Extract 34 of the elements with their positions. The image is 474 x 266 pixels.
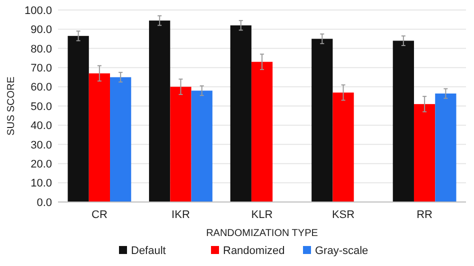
bar xyxy=(230,25,252,202)
x-tick-label: IKR xyxy=(172,209,190,221)
legend-label: Randomized xyxy=(223,245,285,257)
bar xyxy=(414,104,436,202)
bar xyxy=(88,73,110,202)
y-tick-label: 100.0 xyxy=(24,4,52,17)
y-axis-title: SUS SCORE xyxy=(6,76,17,136)
y-tick-label: 70.0 xyxy=(30,62,52,74)
y-tick-label: 20.0 xyxy=(30,158,52,170)
y-tick-label: 50.0 xyxy=(30,100,52,113)
bar xyxy=(312,38,333,202)
x-tick-label: KLR xyxy=(251,209,273,221)
bar xyxy=(392,40,414,202)
x-tick-label: CR xyxy=(92,209,108,221)
legend-label: Default xyxy=(131,245,166,257)
x-tick-label: RR xyxy=(416,209,433,221)
x-axis-title: RANDOMIZATION TYPE xyxy=(206,228,318,239)
bar xyxy=(149,20,170,202)
bar xyxy=(110,77,132,202)
y-tick-label: 30.0 xyxy=(30,139,52,152)
y-tick-label: 80.0 xyxy=(30,43,52,56)
legend-label: Gray-scale xyxy=(315,245,368,257)
y-tick-label: 60.0 xyxy=(30,82,52,94)
bar xyxy=(435,94,456,202)
y-tick-label: 0.0 xyxy=(36,196,52,209)
y-tick-label: 90.0 xyxy=(30,24,52,36)
y-tick-label: 40.0 xyxy=(30,120,52,132)
bar xyxy=(68,36,89,202)
bar xyxy=(191,90,212,202)
bar xyxy=(332,92,354,202)
bar xyxy=(251,62,273,202)
y-tick-label: 10.0 xyxy=(30,178,52,190)
bar xyxy=(170,86,192,202)
x-tick-label: KSR xyxy=(332,209,355,221)
